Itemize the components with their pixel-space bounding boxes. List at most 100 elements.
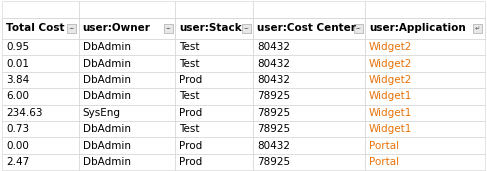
Text: Prod: Prod <box>179 141 202 150</box>
Text: ↵: ↵ <box>475 26 480 31</box>
Bar <box>175 1 253 18</box>
Bar <box>365 55 485 72</box>
Text: 0.95: 0.95 <box>6 42 29 52</box>
Text: DbAdmin: DbAdmin <box>82 58 131 69</box>
Bar <box>78 88 175 104</box>
Bar <box>253 137 365 154</box>
Text: Test: Test <box>179 124 200 134</box>
Bar <box>253 72 365 88</box>
Text: SysEng: SysEng <box>82 108 120 118</box>
Text: Test: Test <box>179 42 200 52</box>
Text: Widget1: Widget1 <box>369 124 412 134</box>
Bar <box>242 24 251 33</box>
Text: Test: Test <box>179 58 200 69</box>
Polygon shape <box>244 28 249 29</box>
Text: DbAdmin: DbAdmin <box>82 141 131 150</box>
Bar <box>2 18 78 39</box>
Text: Widget2: Widget2 <box>369 75 412 85</box>
Bar <box>175 104 253 121</box>
Text: 80432: 80432 <box>257 75 290 85</box>
Text: 78925: 78925 <box>257 108 290 118</box>
Text: 234.63: 234.63 <box>6 108 43 118</box>
Bar <box>253 121 365 137</box>
Text: Prod: Prod <box>179 157 202 167</box>
Bar <box>175 18 253 39</box>
Bar <box>253 1 365 18</box>
Bar <box>365 154 485 170</box>
Bar <box>78 18 175 39</box>
Text: user:Cost Center: user:Cost Center <box>257 23 356 33</box>
Bar <box>175 88 253 104</box>
Text: 80432: 80432 <box>257 42 290 52</box>
Text: DbAdmin: DbAdmin <box>82 157 131 167</box>
Bar <box>2 154 78 170</box>
Text: user:Application: user:Application <box>369 23 466 33</box>
Text: Prod: Prod <box>179 108 202 118</box>
Bar <box>175 121 253 137</box>
Bar <box>175 55 253 72</box>
Text: Test: Test <box>179 91 200 101</box>
Bar <box>78 39 175 55</box>
Bar <box>78 121 175 137</box>
Text: 0.73: 0.73 <box>6 124 29 134</box>
Text: Widget1: Widget1 <box>369 91 412 101</box>
Text: 80432: 80432 <box>257 58 290 69</box>
Bar <box>365 18 485 39</box>
Text: user:Stack: user:Stack <box>179 23 242 33</box>
Text: 78925: 78925 <box>257 91 290 101</box>
Bar <box>2 104 78 121</box>
Bar <box>67 24 76 33</box>
Bar <box>365 88 485 104</box>
Polygon shape <box>69 28 75 29</box>
Bar <box>354 24 362 33</box>
Bar <box>78 137 175 154</box>
Polygon shape <box>165 28 171 29</box>
Text: 3.84: 3.84 <box>6 75 30 85</box>
Text: 80432: 80432 <box>257 141 290 150</box>
Bar <box>175 137 253 154</box>
Bar <box>365 104 485 121</box>
Bar <box>2 55 78 72</box>
Bar <box>473 24 482 33</box>
Text: DbAdmin: DbAdmin <box>82 91 131 101</box>
Bar <box>78 1 175 18</box>
Text: Widget2: Widget2 <box>369 42 412 52</box>
Text: Total Cost: Total Cost <box>6 23 65 33</box>
Text: Portal: Portal <box>369 157 399 167</box>
Text: Portal: Portal <box>369 141 399 150</box>
Bar <box>78 154 175 170</box>
Text: 6.00: 6.00 <box>6 91 29 101</box>
Bar <box>2 39 78 55</box>
Bar <box>253 55 365 72</box>
Bar <box>2 1 78 18</box>
Bar <box>175 154 253 170</box>
Bar <box>365 39 485 55</box>
Text: 78925: 78925 <box>257 124 290 134</box>
Text: Prod: Prod <box>179 75 202 85</box>
Polygon shape <box>355 28 361 29</box>
Bar <box>365 137 485 154</box>
Text: 78925: 78925 <box>257 157 290 167</box>
Bar <box>2 72 78 88</box>
Bar <box>253 18 365 39</box>
Bar <box>78 72 175 88</box>
Text: Widget2: Widget2 <box>369 58 412 69</box>
Bar <box>253 154 365 170</box>
Bar <box>365 72 485 88</box>
Bar <box>78 104 175 121</box>
Bar <box>2 121 78 137</box>
Text: Widget1: Widget1 <box>369 108 412 118</box>
Text: 2.47: 2.47 <box>6 157 30 167</box>
Text: 0.01: 0.01 <box>6 58 29 69</box>
Text: DbAdmin: DbAdmin <box>82 42 131 52</box>
Text: user:Owner: user:Owner <box>82 23 150 33</box>
Bar <box>365 121 485 137</box>
Text: 0.00: 0.00 <box>6 141 29 150</box>
Bar <box>2 88 78 104</box>
Bar <box>253 88 365 104</box>
Bar <box>253 39 365 55</box>
Bar <box>175 72 253 88</box>
Bar <box>175 39 253 55</box>
Text: DbAdmin: DbAdmin <box>82 75 131 85</box>
Bar <box>365 1 485 18</box>
